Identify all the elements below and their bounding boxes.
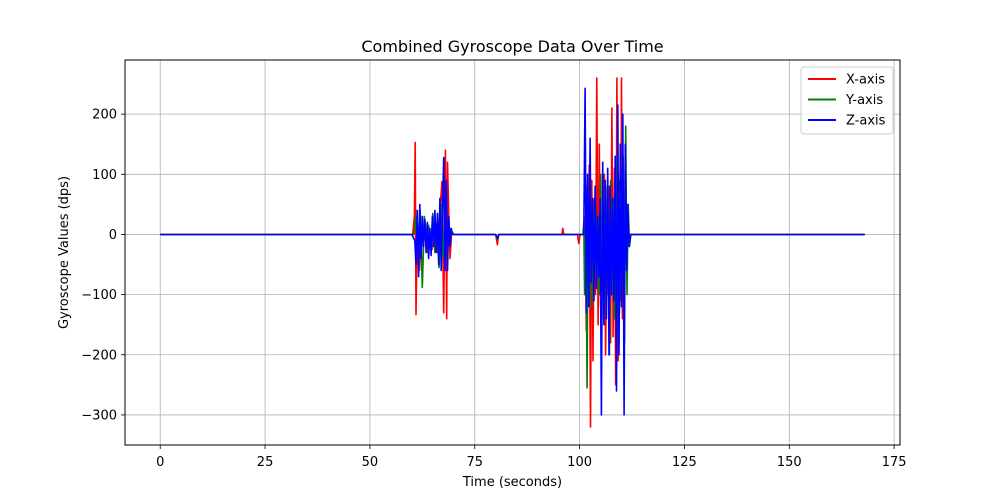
grid-lines bbox=[125, 60, 900, 445]
x-tick-label: 25 bbox=[257, 455, 274, 470]
chart-title: Combined Gyroscope Data Over Time bbox=[361, 37, 663, 56]
y-tick-label: −100 bbox=[81, 288, 117, 303]
legend-label-x-axis: X-axis bbox=[846, 73, 885, 88]
x-tick-label: 125 bbox=[672, 455, 697, 470]
legend-label-y-axis: Y-axis bbox=[845, 93, 883, 108]
y-axis-label: Gyroscope Values (dps) bbox=[57, 176, 72, 329]
legend: X-axis Y-axis Z-axis bbox=[800, 66, 894, 135]
series-line-z-axis bbox=[160, 87, 865, 416]
plot-frame bbox=[124, 59, 901, 446]
x-tick-label: 0 bbox=[156, 455, 164, 470]
y-tick-label: 0 bbox=[109, 228, 117, 243]
y-tick-label: −300 bbox=[81, 408, 117, 423]
y-tick-label: −200 bbox=[81, 348, 117, 363]
legend-items: X-axis Y-axis Z-axis bbox=[808, 73, 886, 129]
x-axis-label: Time (seconds) bbox=[462, 475, 562, 490]
series-lines bbox=[160, 77, 865, 428]
legend-label-z-axis: Z-axis bbox=[846, 114, 886, 129]
x-tick-label: 175 bbox=[882, 455, 907, 470]
x-tick-label: 150 bbox=[777, 455, 802, 470]
x-tick-label: 50 bbox=[362, 455, 379, 470]
legend-box bbox=[800, 66, 894, 135]
y-tick-label: 100 bbox=[92, 168, 117, 183]
y-tick-label: 200 bbox=[92, 108, 117, 123]
x-tick-label: 75 bbox=[466, 455, 483, 470]
axis-ticks: 0 25 50 75 100 125 150 175 −300 −200 −100 0 100 200 bbox=[81, 108, 906, 470]
x-tick-label: 100 bbox=[567, 455, 592, 470]
